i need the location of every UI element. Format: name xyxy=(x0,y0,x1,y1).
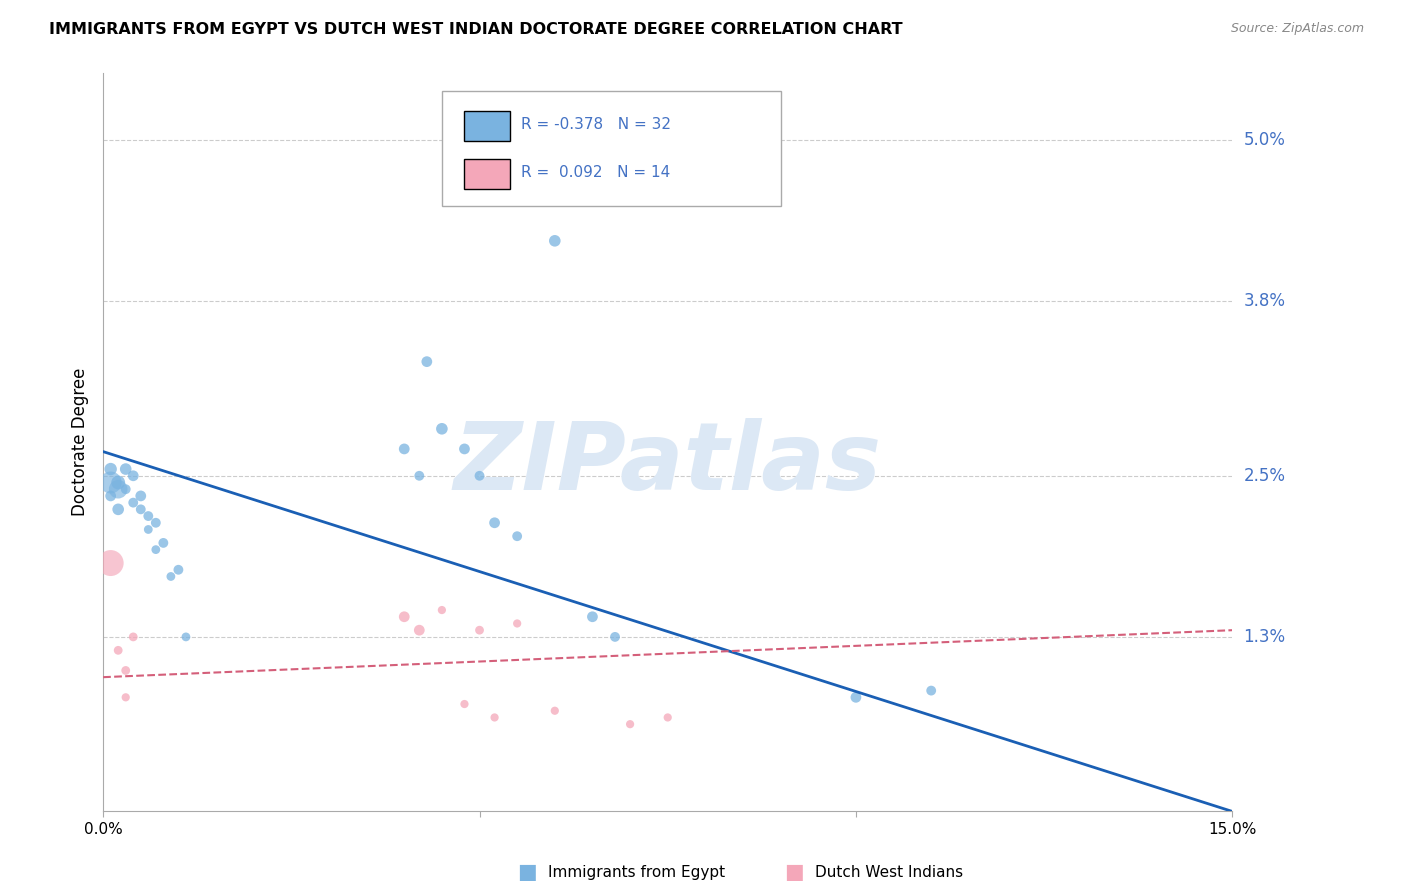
Point xyxy=(114,690,136,705)
Point xyxy=(100,462,122,476)
Point xyxy=(453,442,475,456)
Y-axis label: Doctorate Degree: Doctorate Degree xyxy=(72,368,89,516)
Point xyxy=(107,482,129,496)
Point xyxy=(416,354,439,368)
Text: ■: ■ xyxy=(785,863,804,882)
Point xyxy=(408,623,430,637)
Point xyxy=(100,489,122,503)
Point xyxy=(513,173,536,187)
Point xyxy=(174,630,197,644)
Point xyxy=(114,664,136,678)
Point xyxy=(920,683,942,698)
Point xyxy=(114,462,136,476)
Text: 2.5%: 2.5% xyxy=(1243,467,1285,484)
Text: IMMIGRANTS FROM EGYPT VS DUTCH WEST INDIAN DOCTORATE DEGREE CORRELATION CHART: IMMIGRANTS FROM EGYPT VS DUTCH WEST INDI… xyxy=(49,22,903,37)
Point xyxy=(107,475,129,490)
Point xyxy=(544,234,567,248)
Point xyxy=(468,623,491,637)
Point xyxy=(122,468,145,483)
Text: 3.8%: 3.8% xyxy=(1243,293,1285,310)
Point xyxy=(468,468,491,483)
Text: R =  0.092   N = 14: R = 0.092 N = 14 xyxy=(522,165,671,180)
Point xyxy=(394,442,416,456)
Point xyxy=(122,630,145,644)
Point xyxy=(484,710,506,724)
Point xyxy=(107,502,129,516)
FancyBboxPatch shape xyxy=(464,112,509,141)
Point xyxy=(145,516,167,530)
Point xyxy=(453,697,475,711)
Point xyxy=(136,509,159,524)
Point xyxy=(845,690,868,705)
Point xyxy=(129,489,152,503)
Point xyxy=(484,516,506,530)
FancyBboxPatch shape xyxy=(441,92,780,206)
Point xyxy=(430,603,453,617)
Point xyxy=(506,616,529,631)
Text: ZIPatlas: ZIPatlas xyxy=(454,418,882,510)
Point xyxy=(136,523,159,537)
Text: ■: ■ xyxy=(517,863,537,882)
Point xyxy=(603,630,626,644)
Point xyxy=(114,482,136,496)
Text: 5.0%: 5.0% xyxy=(1243,131,1285,149)
Point xyxy=(122,495,145,509)
Point xyxy=(129,502,152,516)
Point xyxy=(506,529,529,543)
Point xyxy=(544,704,567,718)
Point xyxy=(430,422,453,436)
Text: Source: ZipAtlas.com: Source: ZipAtlas.com xyxy=(1230,22,1364,36)
Point xyxy=(619,717,641,731)
Text: Immigrants from Egypt: Immigrants from Egypt xyxy=(548,865,725,880)
FancyBboxPatch shape xyxy=(464,160,509,189)
Text: R = -0.378   N = 32: R = -0.378 N = 32 xyxy=(522,117,671,132)
Point xyxy=(581,609,603,624)
Point xyxy=(160,569,183,583)
Point xyxy=(100,475,122,490)
Point xyxy=(145,542,167,557)
Point xyxy=(657,710,679,724)
Point xyxy=(152,536,174,550)
Point xyxy=(408,468,430,483)
Text: 1.3%: 1.3% xyxy=(1243,628,1285,646)
Point xyxy=(107,643,129,657)
Point xyxy=(394,609,416,624)
Text: Dutch West Indians: Dutch West Indians xyxy=(815,865,963,880)
Point xyxy=(100,556,122,570)
Point xyxy=(167,563,190,577)
